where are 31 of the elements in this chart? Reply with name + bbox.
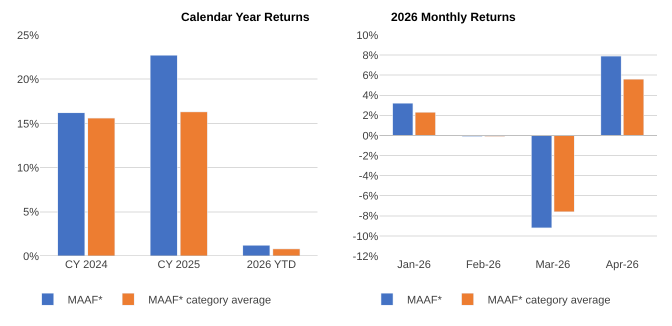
y-tick-label: -8%	[358, 210, 379, 223]
x-tick-label: CY 2025	[158, 259, 200, 271]
x-tick-label: Jan-26	[397, 259, 431, 271]
chart-title: Calendar Year Returns	[181, 10, 310, 24]
chart-title: 2026 Monthly Returns	[391, 10, 516, 24]
x-tick-label: 2026 YTD	[246, 259, 296, 271]
y-tick-label: 4%	[362, 90, 379, 102]
x-tick-label: CY 2024	[64, 259, 108, 271]
y-tick-label: 10%	[356, 30, 379, 42]
legend-label: MAAF*	[407, 294, 443, 307]
x-tick-label: Mar-26	[535, 259, 570, 271]
y-tick-label: -12%	[352, 250, 379, 263]
legend-label: MAAF* category average	[488, 294, 610, 307]
y-tick-label: 10%	[16, 162, 40, 174]
y-tick-label: 2%	[362, 110, 379, 122]
y-tick-label: 15%	[16, 118, 40, 130]
y-tick-label: 5%	[23, 206, 40, 219]
y-tick-label: -6%	[358, 190, 379, 203]
y-tick-label: -10%	[352, 230, 379, 243]
x-tick-label: Feb-26	[466, 259, 501, 271]
y-tick-label: -4%	[358, 170, 379, 182]
y-tick-label: 6%	[362, 70, 379, 82]
y-tick-label: 25%	[16, 30, 40, 42]
y-tick-label: 0%	[23, 250, 40, 263]
y-tick-label: -2%	[358, 150, 379, 162]
x-tick-label: Apr-26	[606, 259, 639, 271]
y-tick-label: 0%	[362, 130, 379, 142]
legend-label: MAAF* category average	[148, 294, 272, 307]
y-tick-label: 8%	[362, 50, 379, 62]
legend-label: MAAF*	[68, 294, 104, 307]
y-tick-label: 20%	[16, 74, 40, 86]
